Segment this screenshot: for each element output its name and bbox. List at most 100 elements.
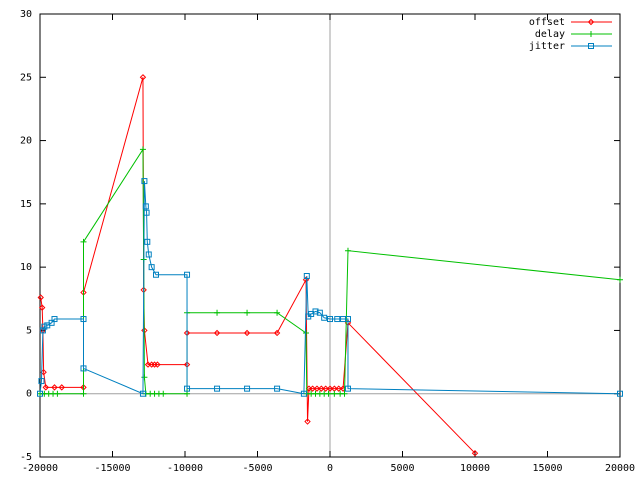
point-marker: [331, 390, 338, 397]
marker-shape: [243, 329, 251, 337]
point-marker: [316, 309, 323, 316]
marker-shape: [321, 314, 328, 321]
marker-shape: [141, 374, 148, 381]
marker-shape: [313, 385, 321, 392]
point-marker: [214, 385, 221, 392]
marker-shape: [244, 385, 251, 392]
point-marker: [153, 271, 159, 278]
marker-shape: [322, 385, 329, 392]
point-marker: [617, 390, 623, 397]
marker-shape: [54, 390, 61, 397]
marker-shape: [326, 385, 334, 392]
y-tick-label: 10: [20, 262, 32, 273]
marker-shape: [80, 238, 87, 245]
marker-shape: [325, 390, 332, 397]
marker-shape: [80, 365, 87, 372]
point-marker: [303, 273, 310, 280]
marker-shape: [139, 390, 146, 397]
marker-shape: [274, 385, 281, 392]
marker-shape: [303, 329, 310, 336]
marker-shape: [588, 43, 594, 49]
marker-shape: [334, 316, 341, 323]
marker-shape: [344, 316, 351, 323]
marker-shape: [316, 309, 323, 316]
marker-shape: [144, 238, 151, 245]
point-marker: [304, 418, 311, 425]
marker-shape: [139, 74, 147, 81]
point-marker: [303, 329, 310, 336]
point-marker: [244, 385, 251, 392]
point-marker: [54, 390, 61, 397]
point-marker: [184, 390, 191, 397]
point-marker: [38, 304, 46, 311]
marker-shape: [142, 203, 149, 210]
marker-shape: [587, 18, 595, 26]
point-marker: [154, 361, 161, 368]
point-marker: [344, 247, 351, 254]
point-marker: [313, 385, 321, 392]
point-marker: [587, 18, 595, 26]
marker-shape: [617, 276, 623, 283]
point-marker: [143, 209, 150, 216]
point-marker: [142, 203, 149, 210]
marker-shape: [148, 264, 155, 271]
point-marker: [325, 390, 332, 397]
point-marker: [214, 309, 221, 316]
point-marker: [617, 276, 623, 283]
marker-shape: [184, 390, 191, 397]
marker-shape: [588, 31, 594, 37]
point-marker: [327, 316, 333, 323]
x-tick-label: -20000: [22, 463, 58, 474]
y-tick-label: 30: [20, 9, 32, 20]
legend-label: delay: [535, 29, 565, 40]
point-marker: [471, 449, 479, 457]
point-marker: [141, 374, 148, 381]
marker-shape: [273, 329, 281, 337]
x-tick-label: 20000: [605, 463, 635, 474]
point-marker: [80, 316, 87, 323]
point-marker: [141, 178, 148, 185]
marker-shape: [37, 294, 44, 301]
point-marker: [321, 314, 328, 321]
marker-shape: [214, 309, 221, 316]
point-marker: [243, 329, 251, 337]
point-marker: [80, 390, 87, 397]
point-marker: [312, 308, 319, 315]
y-tick-label: 20: [20, 136, 32, 147]
point-marker: [344, 385, 351, 392]
x-tick-label: 10000: [460, 463, 490, 474]
marker-shape: [303, 273, 310, 280]
marker-shape: [309, 385, 316, 392]
point-marker: [334, 316, 341, 323]
marker-shape: [471, 449, 479, 457]
marker-shape: [331, 390, 338, 397]
point-marker: [51, 316, 58, 323]
y-tick-label: 0: [26, 389, 32, 400]
marker-shape: [51, 384, 58, 391]
x-tick-label: -15000: [94, 463, 130, 474]
point-marker: [51, 384, 58, 391]
x-tick-label: 0: [327, 463, 333, 474]
y-tick-label: 25: [20, 72, 32, 83]
point-marker: [326, 385, 334, 392]
point-marker: [309, 385, 316, 392]
marker-shape: [80, 390, 87, 397]
plot-border: [39, 13, 621, 458]
point-marker: [38, 378, 45, 385]
marker-shape: [80, 316, 87, 323]
point-marker: [588, 31, 594, 37]
point-marker: [300, 390, 307, 397]
marker-shape: [184, 385, 191, 392]
point-marker: [344, 316, 351, 323]
marker-shape: [42, 384, 50, 391]
marker-shape: [244, 309, 251, 316]
point-marker: [139, 390, 146, 397]
marker-shape: [344, 385, 351, 392]
x-tick-label: -5000: [242, 463, 272, 474]
series-line: [40, 77, 476, 454]
point-marker: [274, 385, 281, 392]
point-marker: [341, 390, 348, 397]
point-marker: [148, 264, 155, 271]
marker-shape: [617, 390, 623, 397]
